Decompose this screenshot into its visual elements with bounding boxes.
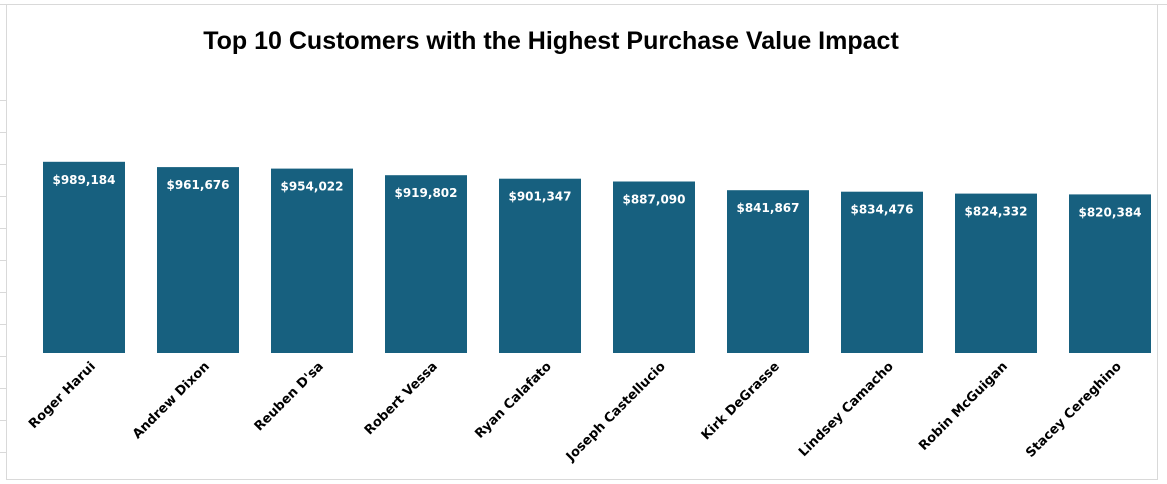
bar-2[interactable]: [271, 168, 353, 353]
bar-chart: $989,184 Roger Harui $961,676 Andrew Dixon $…: [26, 161, 1151, 465]
category-label-6: Kirk DeGrasse: [699, 359, 783, 443]
sheet-gridline: [0, 324, 6, 325]
category-label-3: Robert Vessa: [362, 359, 441, 438]
sheet-gridline: [0, 260, 6, 261]
bar-1[interactable]: [157, 167, 239, 353]
sheet-gridline: [0, 164, 6, 165]
data-label-0: $989,184: [52, 173, 115, 187]
bar-4[interactable]: [499, 178, 581, 353]
category-label-9: Stacey Cereghino: [1023, 359, 1125, 461]
sheet-gridline: [0, 292, 6, 293]
sheet-gridline: [0, 228, 6, 229]
category-label-0: Roger Harui: [26, 359, 99, 432]
data-label-4: $901,347: [508, 190, 571, 204]
data-label-3: $919,802: [394, 186, 457, 200]
category-label-8: Robin McGuigan: [916, 359, 1011, 454]
sheet-gridline: [0, 196, 6, 197]
data-label-7: $834,476: [850, 203, 913, 217]
data-label-1: $961,676: [166, 178, 229, 192]
data-label-8: $824,332: [964, 205, 1027, 219]
category-label-4: Ryan Calafato: [472, 359, 554, 441]
bars-layer: [43, 161, 1151, 354]
bar-3[interactable]: [385, 175, 467, 353]
bar-5[interactable]: [613, 181, 695, 354]
sheet-gridline: [0, 388, 6, 389]
bar-7[interactable]: [841, 191, 923, 353]
sheet-gridline: [0, 100, 6, 101]
data-label-2: $954,022: [280, 180, 343, 194]
sheet-gridline: [0, 452, 6, 453]
sheet-gridline: [0, 420, 6, 421]
category-label-7: Lindsey Camacho: [796, 359, 897, 460]
sheet-gridline: [0, 356, 6, 357]
data-label-6: $841,867: [736, 201, 799, 215]
bar-9[interactable]: [1069, 194, 1151, 353]
bar-0[interactable]: [43, 161, 125, 353]
sheet-gridline: [0, 132, 6, 133]
data-label-9: $820,384: [1078, 205, 1141, 219]
bar-8[interactable]: [955, 193, 1037, 353]
category-label-5: Joseph Castellucio: [563, 359, 669, 465]
bar-6[interactable]: [727, 190, 809, 353]
category-label-1: Andrew Dixon: [130, 359, 213, 442]
chart-title: Top 10 Customers with the Highest Purcha…: [203, 27, 899, 55]
chart-area[interactable]: Top 10 Customers with the Highest Purcha…: [6, 4, 1158, 480]
data-label-5: $887,090: [622, 193, 685, 207]
category-label-2: Reuben D'sa: [252, 359, 327, 434]
